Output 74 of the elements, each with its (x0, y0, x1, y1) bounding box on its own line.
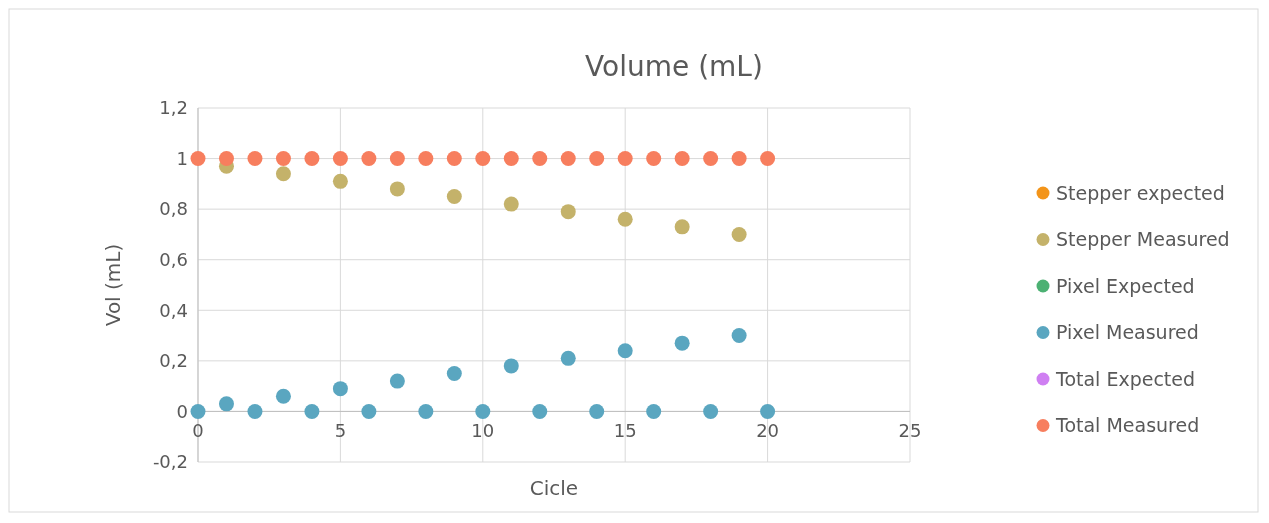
x-tick-label: 15 (613, 420, 637, 442)
point (703, 403, 719, 419)
point (503, 151, 519, 167)
point (532, 151, 548, 167)
x-tick-label: 25 (898, 420, 922, 442)
point (560, 204, 576, 220)
point (389, 181, 405, 197)
point (703, 151, 719, 167)
x-axis-title: Cicle (529, 476, 579, 500)
point (361, 403, 377, 419)
x-tick-label: 10 (471, 420, 495, 442)
chart-title: Volume (mL) (585, 50, 763, 83)
legend-label: Pixel Measured (1056, 321, 1199, 344)
point (389, 373, 405, 389)
point (275, 166, 291, 182)
point (190, 403, 206, 419)
point (304, 403, 320, 419)
y-tick-label: 0 (176, 400, 188, 422)
point (503, 196, 519, 212)
x-tick-label: 5 (334, 420, 347, 442)
y-tick-label: 0,8 (159, 198, 188, 220)
point (275, 388, 291, 404)
point (446, 189, 462, 204)
point (446, 151, 462, 167)
y-tick-label: 0,6 (159, 249, 188, 271)
point (617, 343, 633, 359)
point (475, 151, 491, 167)
y-axis-title: Vol (mL) (101, 243, 125, 327)
point (418, 151, 434, 167)
y-tick-label: 0,4 (159, 299, 188, 321)
point (332, 173, 348, 189)
point (418, 403, 434, 419)
point (361, 151, 377, 167)
y-tick-label: -0,2 (152, 451, 188, 473)
point (446, 366, 462, 381)
x-tick-label: 20 (756, 420, 780, 442)
y-tick-label: 1,2 (159, 97, 188, 119)
point (532, 403, 548, 419)
y-tick-label: 1 (176, 147, 188, 169)
point (190, 151, 206, 167)
point (617, 211, 633, 227)
x-tick-label: 0 (192, 420, 204, 442)
point (589, 403, 605, 419)
point (218, 396, 234, 412)
point (731, 328, 747, 344)
y-tick-label: 0,2 (159, 350, 188, 372)
point (304, 151, 320, 167)
point (731, 151, 747, 167)
point (760, 151, 776, 167)
legend-label: Total Measured (1055, 414, 1200, 437)
legend-label: Stepper Measured (1056, 228, 1230, 251)
point (332, 381, 348, 397)
point (589, 151, 605, 167)
point (646, 403, 662, 419)
legend-label: Total Expected (1055, 367, 1196, 390)
point (674, 335, 690, 351)
point (332, 151, 348, 167)
legend-label: Stepper expected (1056, 181, 1225, 204)
point (731, 226, 747, 242)
point (389, 151, 405, 167)
point (617, 151, 633, 167)
point (646, 151, 662, 167)
legend-label: Pixel Expected (1056, 274, 1195, 297)
point (560, 151, 576, 167)
point (760, 403, 776, 419)
point (674, 219, 690, 235)
point (218, 151, 234, 167)
point (247, 151, 263, 167)
point (275, 151, 291, 167)
point (560, 350, 576, 366)
point (475, 403, 491, 419)
point (674, 151, 690, 167)
point (247, 403, 263, 419)
point (503, 358, 519, 374)
